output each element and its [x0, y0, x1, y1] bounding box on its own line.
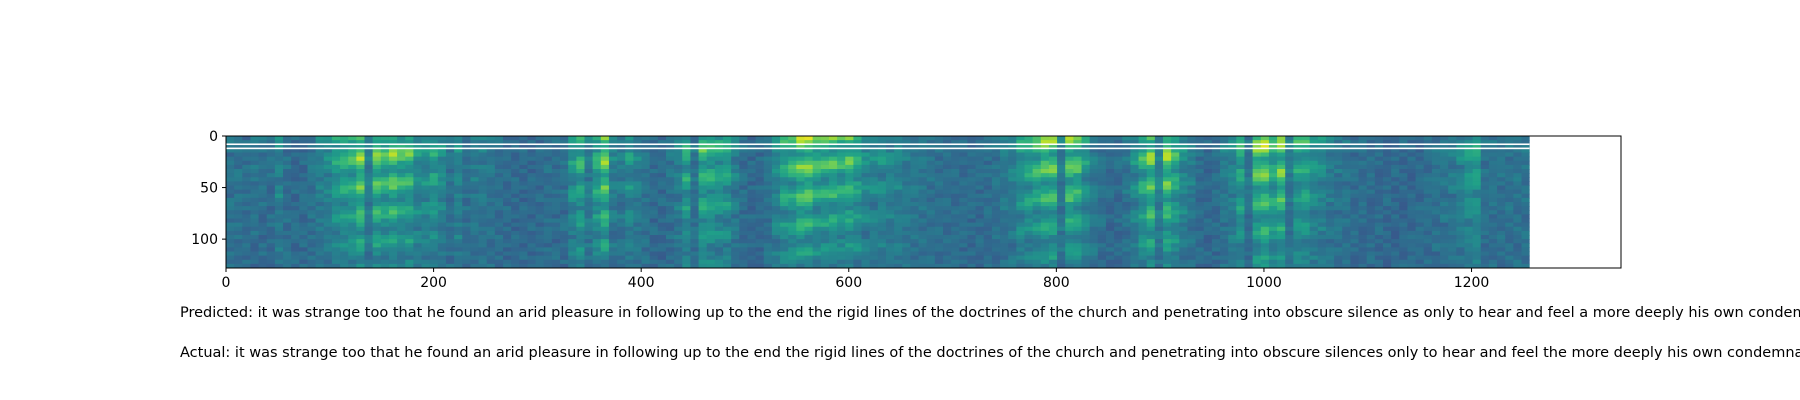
- x-tick-label: 1200: [1454, 275, 1490, 291]
- y-axis-ticks: 0 50 100: [191, 129, 226, 248]
- plot-frame: [225, 135, 1622, 269]
- y-tick-label: 0: [209, 129, 218, 145]
- actual-transcript: Actual: it was strange too that he found…: [180, 345, 1800, 361]
- x-tick-label: 1000: [1246, 275, 1282, 291]
- y-tick-label: 100: [191, 232, 218, 248]
- x-tick-label: 800: [1043, 275, 1070, 291]
- predicted-transcript: Predicted: it was strange too that he fo…: [180, 305, 1800, 321]
- x-axis-ticks: 0 200 400 600 800 1000 1200: [222, 268, 1490, 291]
- predicted-text: it was strange too that he found an arid…: [257, 305, 1800, 321]
- x-tick-label: 0: [222, 275, 231, 291]
- x-tick-label: 400: [628, 275, 655, 291]
- spectrogram-heatmap: [226, 136, 1530, 268]
- actual-label: Actual:: [180, 345, 235, 361]
- actual-text: it was strange too that he found an arid…: [234, 345, 1800, 361]
- x-tick-label: 200: [420, 275, 447, 291]
- y-tick-label: 50: [200, 181, 218, 197]
- x-tick-label: 600: [835, 275, 862, 291]
- predicted-label: Predicted:: [180, 305, 258, 321]
